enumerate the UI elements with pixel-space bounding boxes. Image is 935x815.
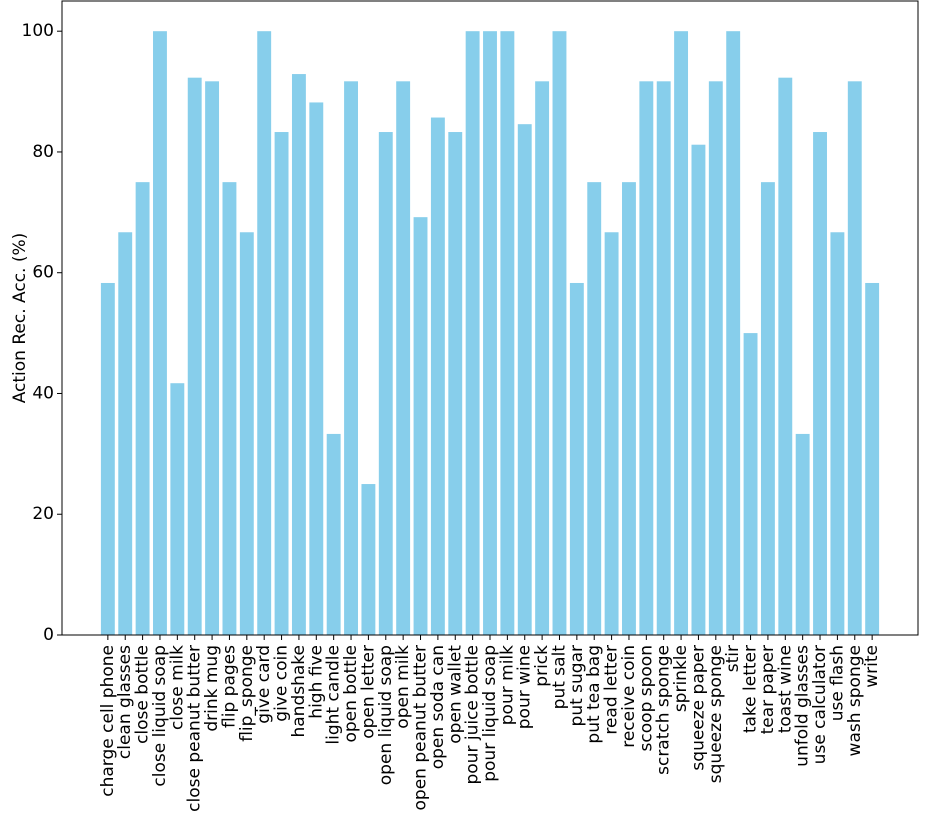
bar: [743, 333, 758, 635]
bar: [483, 31, 497, 635]
x-tick-label: handshake: [289, 645, 309, 738]
x-tick-label: close bottle: [133, 645, 153, 744]
x-tick-label: close milk: [167, 645, 187, 730]
x-tick-label: open milk: [393, 645, 413, 729]
x-tick-label: drink mug: [202, 645, 222, 732]
x-tick-label: scoop spoon: [636, 645, 656, 751]
bar: [830, 232, 845, 636]
bar: [865, 282, 880, 635]
bar: [656, 81, 671, 636]
bar: [639, 81, 654, 636]
x-tick-label: put tea bag: [584, 645, 604, 744]
x-tick-label: write: [862, 645, 882, 688]
x-tick-label: flip pages: [219, 645, 239, 728]
x-tick-label: receive coin: [619, 645, 639, 748]
bar: [604, 232, 619, 636]
y-tick-label: 0: [43, 625, 54, 645]
x-tick-label: put sugar: [567, 645, 587, 726]
bar: [239, 232, 254, 636]
bar: [795, 433, 810, 635]
bar: [552, 31, 567, 635]
bar: [257, 31, 272, 635]
x-tick-label: wash sponge: [845, 645, 865, 756]
x-tick-label: tear paper: [758, 645, 778, 734]
x-tick-label: sprinkle: [671, 645, 691, 712]
bar: [187, 77, 202, 635]
y-tick-label: 80: [32, 142, 54, 162]
bar: [569, 282, 584, 635]
plot-frame: [61, 0, 919, 636]
bar: [361, 484, 376, 635]
bar: [500, 31, 515, 635]
bar: [674, 31, 689, 635]
x-tick-label: scratch sponge: [654, 645, 674, 775]
bar: [205, 81, 220, 636]
x-tick-label: squeeze sponge: [706, 645, 726, 783]
x-tick-label: pour juice bottle: [463, 645, 483, 785]
y-tick-label: 40: [32, 383, 54, 403]
bar: [517, 124, 532, 636]
bar: [708, 81, 723, 636]
x-tick-label: unfold glasses: [793, 645, 813, 767]
y-axis-label: Action Rec. Acc. (%): [10, 233, 30, 404]
bar: [622, 182, 636, 635]
x-tick-label: toast wine: [775, 645, 795, 733]
x-tick-label: give coin: [272, 645, 292, 722]
bar: [430, 117, 445, 636]
bar: [587, 182, 602, 635]
bar: [847, 81, 862, 636]
bar: [309, 102, 324, 635]
x-tick-label: stir: [723, 645, 743, 672]
bar: [465, 31, 480, 635]
x-tick-label: open liquid soap: [376, 645, 396, 785]
x-tick-label: take letter: [741, 645, 761, 733]
bar: [778, 77, 793, 635]
x-tick-label: charge cell phone: [98, 645, 118, 797]
x-tick-label: close liquid soap: [150, 645, 170, 787]
x-tick-label: use calculator: [810, 645, 830, 764]
x-tick-label: prick: [532, 645, 552, 687]
bar: [291, 74, 306, 635]
bar: [100, 282, 115, 635]
bar: [448, 132, 463, 635]
y-tick-label: 100: [22, 21, 54, 41]
y-tick-label: 60: [32, 263, 54, 283]
bar: [413, 217, 428, 635]
x-tick-label: open letter: [358, 645, 378, 739]
x-tick-label: open wallet: [445, 645, 465, 744]
x-tick-label: light candle: [324, 645, 344, 745]
x-tick-label: pour wine: [515, 645, 535, 729]
x-tick-label: open peanut butter: [411, 645, 431, 810]
bar: [535, 81, 550, 636]
x-tick-label: open bottle: [341, 645, 361, 743]
x-tick-label: flip_sponge: [237, 645, 257, 742]
bar: [691, 144, 706, 635]
bar: [153, 31, 167, 635]
y-tick-label: 20: [32, 504, 54, 524]
x-tick-label: put salt: [549, 645, 569, 710]
bar: [726, 31, 741, 635]
x-tick-label: squeeze paper: [688, 645, 708, 771]
x-tick-label: use flash: [827, 645, 847, 721]
bar: [274, 132, 289, 635]
bar: [135, 182, 150, 635]
x-tick-label: pour milk: [497, 645, 517, 725]
bar: [170, 383, 185, 635]
bar: [118, 232, 133, 636]
x-tick-label: clean glasses: [115, 645, 135, 759]
x-tick-label: pour liquid soap: [480, 645, 500, 782]
bar: [326, 433, 341, 635]
bar: [344, 81, 358, 636]
bar: [396, 81, 411, 636]
bar: [222, 182, 237, 635]
x-tick-label: give card: [254, 645, 274, 724]
x-tick-label: open soda can: [428, 645, 448, 769]
bar: [378, 132, 393, 635]
x-tick-label: read letter: [602, 645, 622, 735]
bar: [760, 182, 775, 635]
x-tick-label: close peanut butter: [185, 645, 205, 811]
x-tick-label: high five: [306, 645, 326, 719]
bar: [813, 132, 827, 635]
